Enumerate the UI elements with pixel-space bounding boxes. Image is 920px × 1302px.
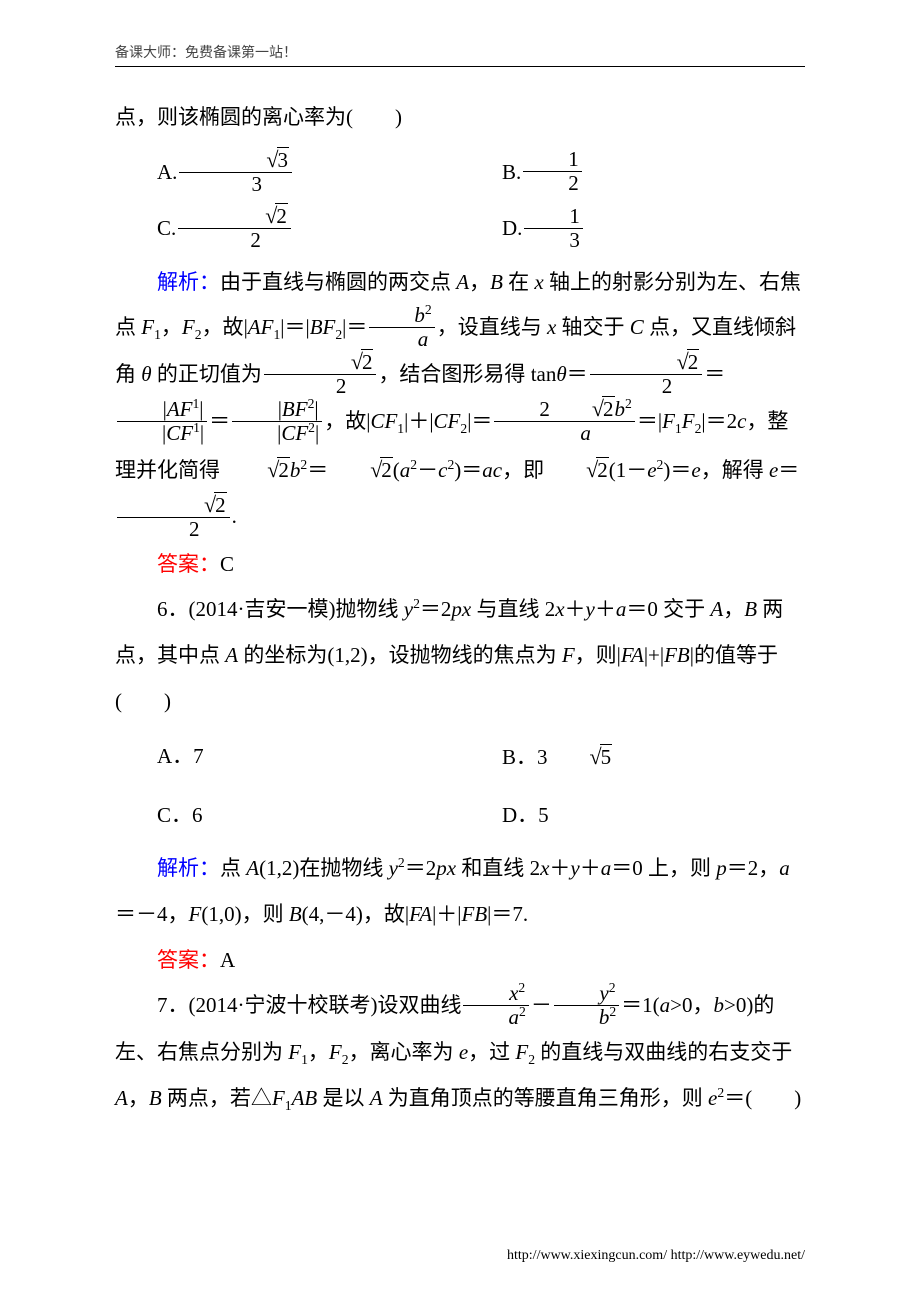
answer-label: 答案： [157, 948, 220, 972]
q5-option-c: C.√22 [115, 203, 460, 253]
q6-option-b: B．3√5 [460, 731, 805, 784]
q5-tail: 点，则该椭圆的离心率为( ) [115, 95, 805, 141]
q6-answer: 答案：A [115, 938, 805, 984]
q6-option-d: D．5 [460, 790, 805, 840]
q5-option-d: D.13 [460, 203, 805, 253]
page-header: 备课大师：免费备课第一站！ [115, 42, 805, 67]
q5-options-row1: A.√33 B.12 [115, 147, 805, 197]
q5-options-row2: C.√22 D.13 [115, 203, 805, 253]
q6-option-a: A．7 [115, 731, 460, 784]
q5-option-a: A.√33 [115, 147, 460, 197]
analysis-label: 解析： [157, 856, 220, 880]
page-footer: http://www.xiexingcun.com/ http://www.ey… [507, 1248, 805, 1264]
q7-stem: 7．(2014·宁波十校联考)设双曲线x2a2－y2b2＝1(a>0，b>0)的… [115, 983, 805, 1121]
q6-stem: 6．(2014·吉安一模)抛物线 y2＝2px 与直线 2x＋y＋a＝0 交于 … [115, 587, 805, 724]
q6-option-c: C．6 [115, 790, 460, 840]
q5-analysis: 解析：由于直线与椭圆的两交点 A，B 在 x 轴上的射影分别为左、右焦点 F1，… [115, 260, 805, 542]
q5-answer: 答案：C [115, 542, 805, 588]
analysis-label: 解析： [157, 270, 220, 294]
q5-option-b: B.12 [460, 147, 805, 197]
answer-label: 答案： [157, 552, 220, 576]
q6-options-row1: A．7 B．3√5 [115, 731, 805, 784]
q6-options-row2: C．6 D．5 [115, 790, 805, 840]
q6-analysis: 解析：点 A(1,2)在抛物线 y2＝2px 和直线 2x＋y＋a＝0 上，则 … [115, 846, 805, 938]
